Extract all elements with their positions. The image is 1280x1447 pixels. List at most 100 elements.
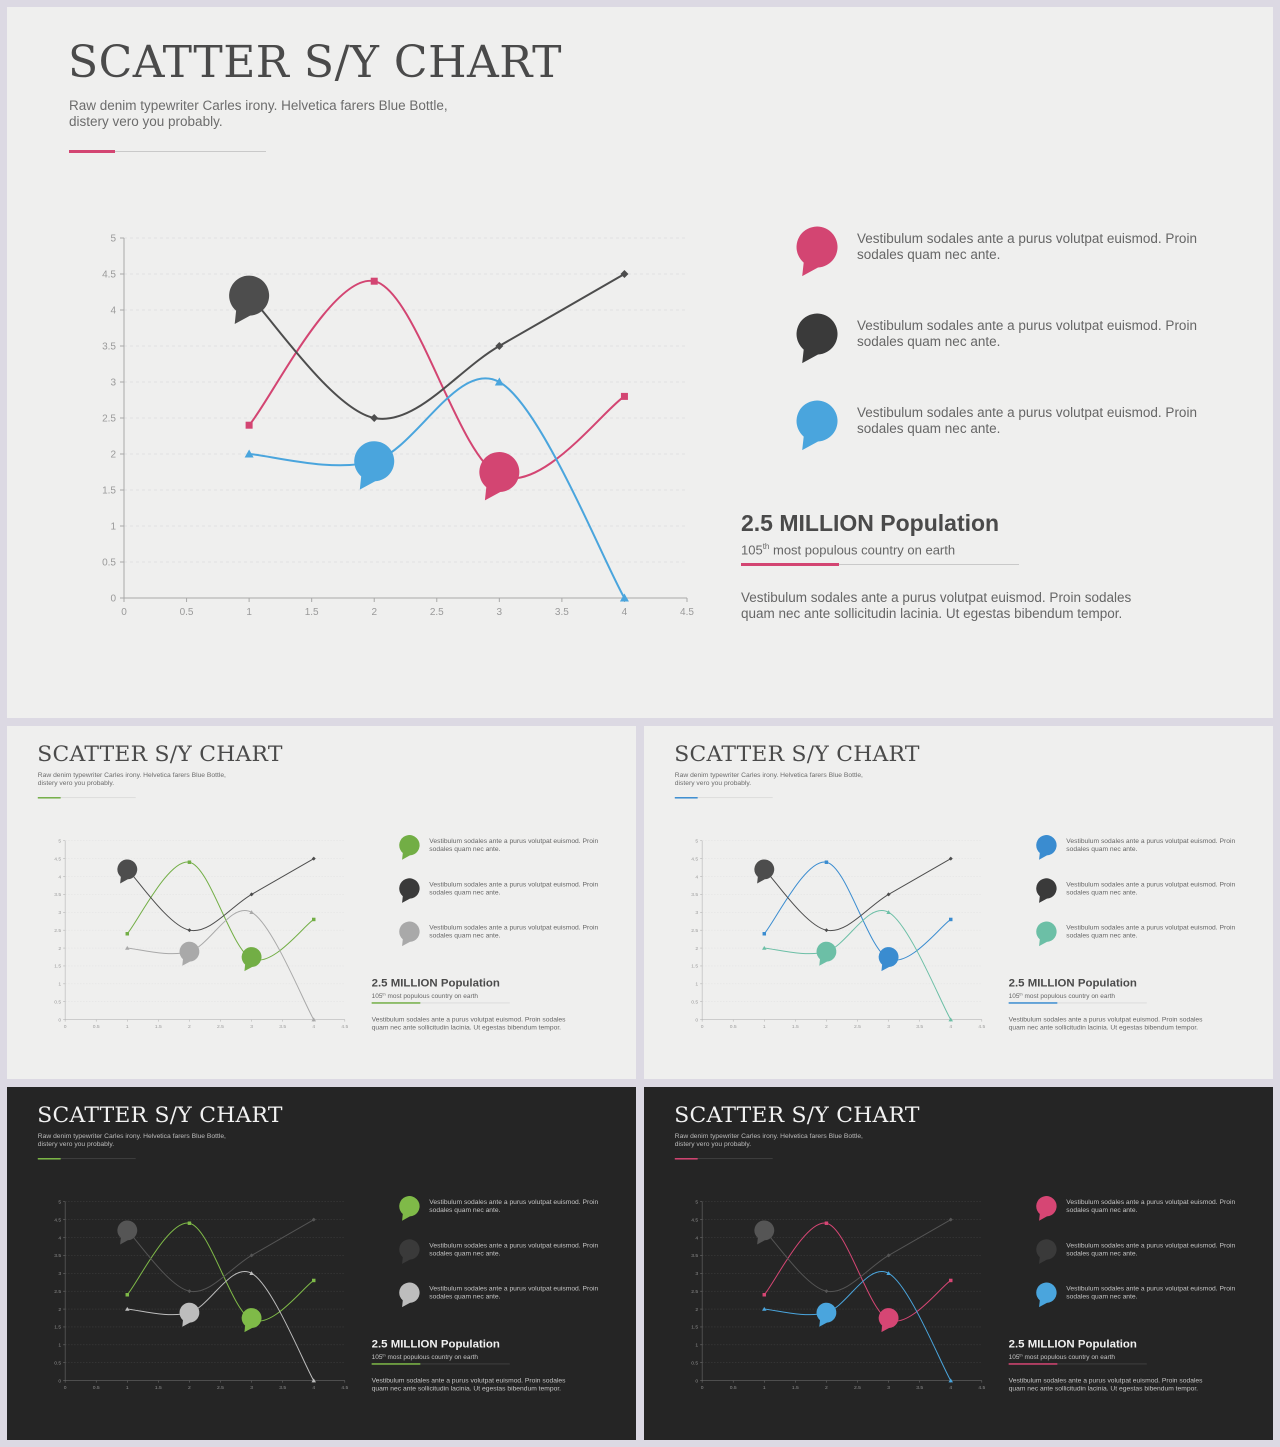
stat-rank-suffix: th xyxy=(762,542,770,551)
legend-item-1: Vestibulum sodales ante a purus volutpat… xyxy=(1035,834,1249,864)
stat-rank-text: most populous country on earth xyxy=(385,1352,479,1361)
speech-bubble-icon xyxy=(1036,878,1057,903)
data-point-marker xyxy=(949,1278,953,1283)
title-divider-accent xyxy=(674,797,698,799)
scatter-line-chart: 0 0.5 1 1.5 2 2.5 3 3.5 4 4.5 5 0 0.5 1 1.5 2 2.5 3 3.5 4 4.… xyxy=(691,1199,985,1391)
stat-rank: 105 xyxy=(371,991,383,1000)
speech-bubble-shape xyxy=(399,878,420,903)
data-point-marker xyxy=(311,1378,316,1383)
y-tick-label: 0.5 xyxy=(102,558,116,569)
series-line-3 xyxy=(127,909,315,1020)
legend-text-1: Vestibulum sodales ante a purus volutpat… xyxy=(429,1198,599,1214)
x-tick-label: 0 xyxy=(64,1024,67,1030)
x-tick-label: 0.5 xyxy=(730,1385,737,1391)
x-tick-label: 3 xyxy=(887,1385,890,1391)
legend-item-3: Vestibulum sodales ante a purus volutpat… xyxy=(1035,1282,1249,1312)
slide-main: SCATTER S/Y CHART Raw denim typewriter C… xyxy=(7,7,1273,718)
y-tick-label: 3 xyxy=(58,1271,61,1277)
speech-bubble-marker xyxy=(241,1308,262,1333)
y-tick-label: 1.5 xyxy=(691,964,698,970)
x-tick-label: 2.5 xyxy=(854,1024,861,1030)
series-line-3 xyxy=(249,377,626,599)
legend-item-2: Vestibulum sodales ante a purus volutpat… xyxy=(795,312,1225,372)
x-tick-label: 4 xyxy=(949,1385,952,1391)
x-tick-label: 1.5 xyxy=(155,1024,162,1030)
x-tick-label: 0.5 xyxy=(93,1385,100,1391)
y-tick-label: 3.5 xyxy=(54,1253,61,1259)
x-tick-label: 2 xyxy=(371,607,377,618)
stat-rank: 105 xyxy=(1008,1352,1020,1361)
series-line-2 xyxy=(248,273,625,420)
speech-bubble-marker xyxy=(117,859,138,884)
y-tick-label: 4.5 xyxy=(691,1217,698,1223)
scatter-line-chart: 0 0.5 1 1.5 2 2.5 3 3.5 4 4.5 5 0 0.5 1 1.5 2 2.5 3 3.5 4 4.… xyxy=(102,234,694,619)
data-point-marker xyxy=(249,892,254,897)
y-tick-label: 4 xyxy=(58,1235,61,1241)
stat-divider-accent xyxy=(1008,1002,1058,1004)
stat-body: Vestibulum sodales ante a purus volutpat… xyxy=(1008,1015,1203,1032)
x-tick-label: 4 xyxy=(949,1024,952,1030)
data-point-marker xyxy=(949,917,953,922)
title-divider-accent xyxy=(69,150,115,153)
series-line-1 xyxy=(126,1222,315,1322)
stat-headline: 2.5 MILLION Population xyxy=(371,1336,500,1350)
stat-body: Vestibulum sodales ante a purus volutpat… xyxy=(371,1015,566,1032)
slide-content: SCATTER S/Y CHART Raw denim typewriter C… xyxy=(644,726,1273,1079)
speech-bubble-shape xyxy=(1036,1282,1057,1308)
y-tick-label: 0 xyxy=(58,1017,61,1023)
legend-item-3: Vestibulum sodales ante a purus volutpat… xyxy=(398,921,612,951)
x-tick-label: 4.5 xyxy=(978,1385,985,1391)
speech-bubble-shape xyxy=(796,400,838,451)
x-tick-label: 4.5 xyxy=(978,1024,985,1030)
x-tick-label: 3.5 xyxy=(279,1385,286,1391)
x-tick-label: 2.5 xyxy=(430,607,444,618)
legend-text-2: Vestibulum sodales ante a purus volutpat… xyxy=(429,880,599,896)
data-point-marker xyxy=(824,1289,829,1294)
slide-subtitle: Raw denim typewriter Carles irony. Helve… xyxy=(37,1132,226,1148)
speech-bubble-icon xyxy=(1036,921,1057,947)
y-tick-label: 3 xyxy=(695,1271,698,1277)
y-tick-label: 0.5 xyxy=(54,999,61,1005)
legend-item-2: Vestibulum sodales ante a purus volutpat… xyxy=(398,1239,612,1269)
stat-body: Vestibulum sodales ante a purus volutpat… xyxy=(371,1376,566,1393)
x-tick-label: 2 xyxy=(825,1385,828,1391)
stat-rank-suffix: th xyxy=(1019,991,1023,997)
data-point-marker xyxy=(886,1271,891,1276)
y-tick-label: 0 xyxy=(695,1378,698,1384)
y-tick-label: 2 xyxy=(58,1307,61,1313)
y-tick-label: 3.5 xyxy=(102,342,116,353)
speech-bubble-marker xyxy=(816,1302,837,1327)
x-tick-label: 4.5 xyxy=(680,607,694,618)
stat-rank-text: most populous country on earth xyxy=(1022,1352,1116,1361)
stat-rank-text: most populous country on earth xyxy=(769,542,956,558)
stat-rank-text: most populous country on earth xyxy=(1022,991,1116,1000)
data-point-marker xyxy=(311,1217,316,1222)
data-point-marker xyxy=(762,1293,767,1297)
legend-item-1: Vestibulum sodales ante a purus volutpat… xyxy=(795,225,1225,285)
x-tick-label: 1 xyxy=(126,1385,129,1391)
speech-bubble-marker xyxy=(479,452,520,501)
series-line-3 xyxy=(127,1270,315,1381)
data-point-marker xyxy=(948,1378,953,1383)
scatter-line-chart: 0 0.5 1 1.5 2 2.5 3 3.5 4 4.5 5 0 0.5 1 1.5 2 2.5 3 3.5 4 4.… xyxy=(54,838,348,1030)
legend-item-3: Vestibulum sodales ante a purus volutpat… xyxy=(795,399,1225,459)
slide-title: SCATTER S/Y CHART xyxy=(37,740,283,767)
y-tick-label: 4 xyxy=(110,306,116,317)
x-tick-label: 2.5 xyxy=(854,1385,861,1391)
speech-bubble-icon xyxy=(796,226,838,277)
speech-bubble-icon xyxy=(1036,1196,1057,1221)
speech-bubble-marker xyxy=(754,1220,775,1245)
stat-subline: 105th most populous country on earth xyxy=(372,992,478,1000)
stat-subline: 105th most populous country on earth xyxy=(372,1353,478,1361)
speech-bubble-marker xyxy=(179,1302,200,1327)
slide-title: SCATTER S/Y CHART xyxy=(68,37,562,88)
y-tick-label: 3.5 xyxy=(691,892,698,898)
x-tick-label: 3 xyxy=(497,607,503,618)
speech-bubble-marker xyxy=(179,941,200,966)
x-tick-label: 1 xyxy=(126,1024,129,1030)
legend-item-3: Vestibulum sodales ante a purus volutpat… xyxy=(1035,921,1249,951)
data-point-marker xyxy=(187,1289,192,1294)
y-tick-label: 0 xyxy=(58,1378,61,1384)
data-point-marker xyxy=(948,856,953,861)
data-point-marker xyxy=(495,342,504,350)
